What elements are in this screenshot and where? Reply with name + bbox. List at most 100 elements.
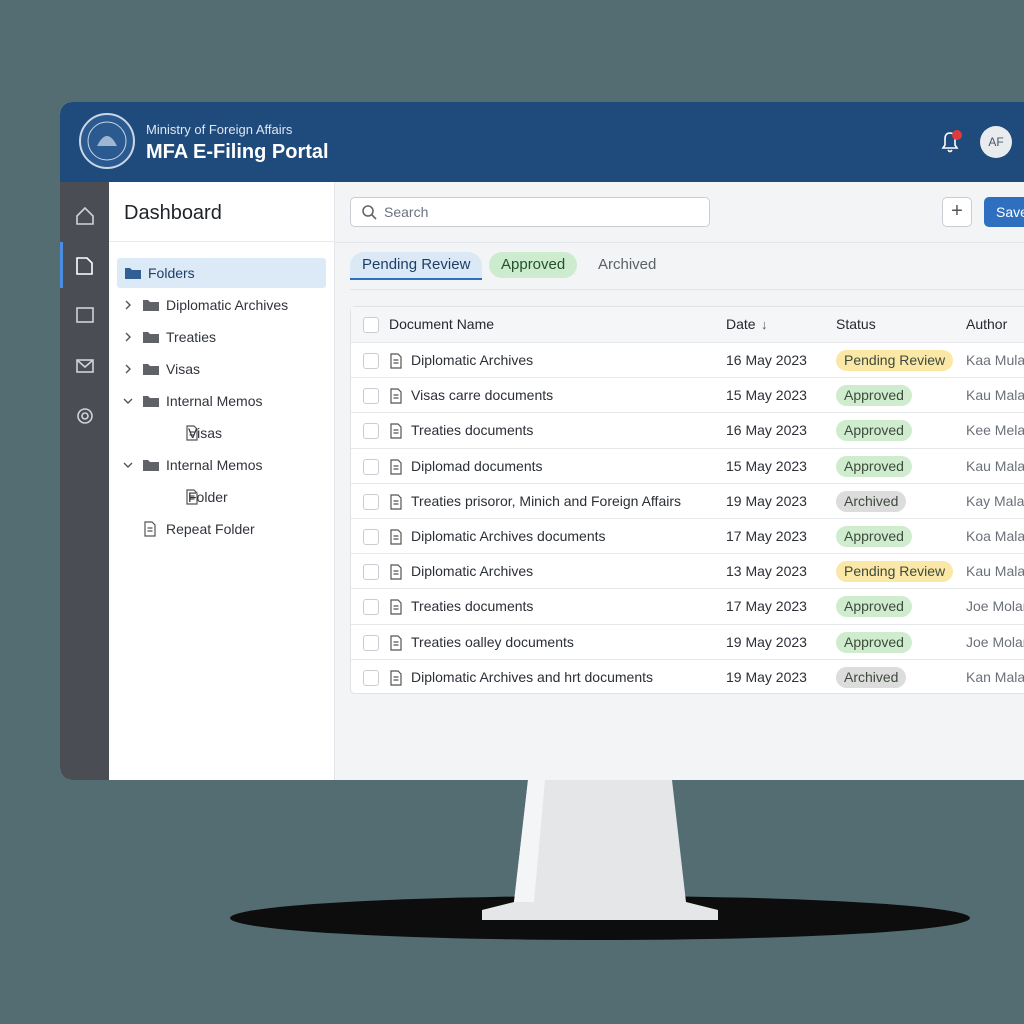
checkbox[interactable]: [363, 423, 379, 440]
tab[interactable]: Pending Review: [350, 252, 483, 280]
document-date: 16 May 2023: [726, 352, 807, 368]
document-author: Koa Malar: [966, 528, 1024, 544]
document-date: 17 May 2023: [726, 598, 807, 615]
table-row[interactable]: Diplomatic Archives 16 May 2023 Pending Re…: [351, 342, 1024, 378]
tree-label: Internal Memos: [166, 457, 263, 473]
checkbox[interactable]: [363, 493, 379, 510]
file-outline: [390, 634, 402, 651]
tab-underline: [350, 289, 1024, 290]
chevron: [125, 364, 131, 374]
chevron-shape: [125, 332, 131, 342]
folder-icon: [143, 300, 159, 311]
checkbox[interactable]: [363, 599, 379, 616]
table-row[interactable]: Treaties oalley documents 19 May 2023 Appr…: [351, 623, 1024, 660]
document-author: Joe Molar: [966, 633, 1024, 650]
tree-item[interactable]: Treaties: [117, 322, 326, 352]
table-row[interactable]: Diplomatic Archives 13 May 2023 Pending Re…: [351, 553, 1024, 589]
checkbox[interactable]: [363, 353, 379, 369]
document-name: Treaties documents: [411, 598, 534, 615]
tree-item[interactable]: Folders: [117, 258, 326, 288]
status-badge: Approved: [836, 455, 912, 477]
checkbox[interactable]: [363, 317, 379, 333]
tab[interactable]: Archived: [598, 256, 657, 273]
save-button[interactable]: Save: [984, 197, 1024, 227]
column-header: Author: [966, 316, 1008, 332]
chevron-shape: [123, 398, 133, 404]
tree-item[interactable]: Internal Memos: [117, 386, 326, 416]
document-name: Diplomatic Archives and hrt documents: [411, 668, 653, 685]
search-placeholder: Search: [384, 204, 429, 220]
chevron-shape: [123, 462, 133, 468]
search-box[interactable]: Search: [350, 197, 710, 227]
table-row[interactable]: Diplomad documents 15 May 2023 Approved Kau…: [351, 447, 1024, 484]
checkbox[interactable]: [363, 388, 379, 405]
tree-item[interactable]: Repeat Folder: [117, 514, 326, 544]
main: Search + Save Pending ReviewApprovedArch…: [334, 182, 1024, 780]
tree-label: Visas: [166, 361, 200, 377]
file-outline: [390, 388, 402, 404]
file-outline: [390, 494, 402, 510]
table-row[interactable]: Diplomatic Archives documents 17 May 2023…: [351, 518, 1024, 554]
tree-item[interactable]: Internal Memos: [117, 450, 326, 480]
status-badge: Archived: [836, 666, 907, 688]
document-table: Document Name Date Status Author ↓ Diplomati…: [350, 306, 1024, 694]
folder-icon: [125, 268, 141, 279]
checkbox[interactable]: [363, 564, 379, 581]
document-author: Kau Malar: [966, 563, 1024, 580]
document-author: Kau Malar: [966, 457, 1024, 474]
file-icon: [390, 670, 402, 686]
table-row[interactable]: Treaties documents 16 May 2023 Approved Kee…: [351, 412, 1024, 448]
search-icon: [362, 205, 377, 220]
tab[interactable]: Approved: [489, 252, 578, 278]
table-row[interactable]: Treaties documents 17 May 2023 Approved Joe…: [351, 588, 1024, 624]
file-outline: [144, 521, 156, 537]
file-outline: [186, 489, 198, 505]
file-outline: [186, 425, 198, 441]
table-row[interactable]: Visas carre documents 15 May 2023 Approved…: [351, 377, 1024, 413]
file-icon: [390, 564, 402, 580]
status-badge: Approved: [836, 420, 912, 442]
checkbox[interactable]: [363, 458, 379, 475]
document-date: 13 May 2023: [726, 563, 807, 580]
chevron-shape: [125, 364, 131, 374]
screen: Ministry of Foreign Affairs MFA E-Filing…: [60, 102, 1024, 780]
checkbox[interactable]: [363, 669, 379, 686]
add-button[interactable]: +: [942, 197, 972, 227]
folder-shape: [143, 332, 159, 343]
document-author: Kau Malar: [966, 387, 1024, 404]
tree-label: Folder: [188, 489, 228, 505]
checkbox[interactable]: [363, 529, 379, 545]
file-icon: [144, 521, 156, 537]
table-row[interactable]: Treaties prisoror, Minich and Foreign Af…: [351, 482, 1024, 519]
folder-shape: [143, 364, 159, 375]
column-header: Status: [836, 316, 876, 332]
chevron-shape: [125, 300, 131, 310]
notifications[interactable]: [938, 128, 964, 156]
table-row[interactable]: Diplomatic Archives and hrt documents 19 …: [351, 658, 1024, 695]
file-icon: [390, 388, 402, 404]
avatar[interactable]: AF: [980, 126, 1012, 158]
chevron: [125, 332, 131, 342]
checkbox[interactable]: [363, 634, 379, 651]
document-author: Kaa Mulac: [966, 352, 1024, 368]
tree-item[interactable]: Folder: [117, 482, 326, 512]
file-icon: [390, 458, 402, 475]
document-date: 19 May 2023: [726, 668, 807, 685]
folder-icon: [143, 364, 159, 375]
document-date: 17 May 2023: [726, 528, 807, 544]
folder-shape: [143, 460, 159, 471]
document-author: Joe Molar: [966, 598, 1024, 615]
file-icon: [390, 599, 402, 615]
tree-item[interactable]: Visas: [117, 354, 326, 384]
tree-label: Treaties: [166, 329, 217, 345]
divider: [334, 242, 1024, 243]
header: Ministry of Foreign Affairs MFA E-Filing…: [60, 102, 1024, 182]
document-name: Diplomatic Archives: [411, 352, 534, 368]
folder-icon: [143, 396, 159, 407]
tree-label: Visas: [188, 425, 222, 441]
tree-item[interactable]: Visas: [117, 418, 326, 448]
tree-label: Diplomatic Archives: [166, 297, 289, 313]
tree-item[interactable]: Diplomatic Archives: [117, 290, 326, 320]
file-outline: [390, 458, 402, 475]
